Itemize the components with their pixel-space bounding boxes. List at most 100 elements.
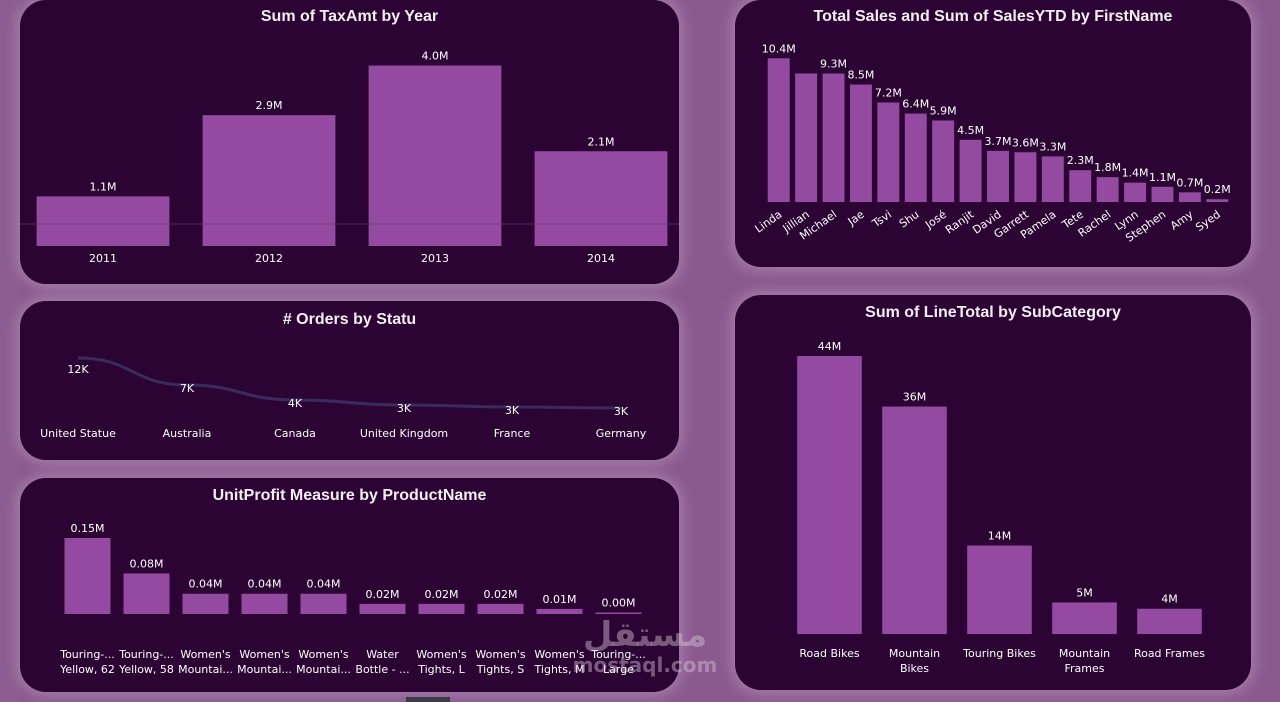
sales-data-label-15: 0.7M [1176,176,1203,189]
unitprofit-tick-label-5-0: Water [366,648,399,661]
sales-tick-label-7: Ranjit [943,207,977,236]
unitprofit-title: UnitProfit Measure by ProductName [212,487,487,504]
sales-bar-5 [904,113,927,202]
orders-data-label-2: 4K [288,397,303,410]
unitprofit-tick-label-0-0: Touring-... [59,648,115,661]
sales-data-label-3: 8.5M [847,69,874,82]
unitprofit-tick-label-3-1: Mountai... [237,663,292,676]
sales-tick-label-4: Tsvi [869,208,894,231]
sales-data-label-5: 6.4M [902,98,929,111]
linetotal-tick-label-2-0: Touring Bikes [962,647,1036,660]
taxamt-data-label-0: 1.1M [90,180,117,193]
linetotal-bar-3 [1052,602,1117,634]
taxamt-card[interactable]: Sum of TaxAmt by Year 1.1M 2011 2.9M 2012 4.… [20,0,679,284]
taxamt-chart: 1.1M 2011 2.9M 2012 4.0M 2013 2.1M 2014 [20,50,679,265]
sales-bar-16 [1206,199,1229,202]
orders-data-label-5: 3K [614,405,629,418]
orders-tick-label-0: United Statue [40,427,116,440]
unitprofit-data-label-0: 0.15M [71,522,105,535]
sales-card[interactable]: Total Sales and Sum of SalesYTD by First… [735,0,1251,267]
unitprofit-tick-label-2-0: Women's [180,648,230,661]
unitprofit-bar-9 [595,612,642,614]
sales-bar-7 [959,139,982,202]
unitprofit-data-label-5: 0.02M [366,588,400,601]
orders-tick-label-2: Canada [274,427,316,440]
sales-bar-0 [767,58,790,202]
sales-data-label-12: 1.8M [1094,161,1121,174]
orders-tick-label-5: Germany [596,427,647,440]
watermark-arabic: مستقل [582,615,708,655]
unitprofit-bar-1 [123,573,170,614]
unitprofit-bar-6 [418,603,465,614]
orders-card[interactable]: # Orders by Statu 12K United Statue 7K Aust… [20,301,679,460]
page-tab-indicator[interactable] [406,697,450,702]
unitprofit-data-label-3: 0.04M [248,578,282,591]
taxamt-title: Sum of TaxAmt by Year [260,8,439,25]
sales-chart: 10.4MLindaJillian9.3MMichael8.5MJae7.2MT… [752,42,1230,244]
unitprofit-tick-label-4-1: Mountai... [296,663,351,676]
taxamt-bar-2 [368,65,502,246]
sales-data-label-6: 5.9M [930,104,957,117]
linetotal-data-label-0: 44M [818,340,842,353]
sales-data-label-7: 4.5M [957,124,984,137]
sales-data-label-11: 2.3M [1067,154,1094,167]
sales-bar-10 [1041,156,1064,202]
taxamt-data-label-3: 2.1M [588,135,615,148]
orders-tick-label-4: France [494,427,531,440]
sales-bar-9 [1014,152,1037,202]
sales-data-label-0: 10.4M [762,42,796,55]
sales-data-label-2: 9.3M [820,57,847,70]
unitprofit-bar-8 [536,608,583,614]
unitprofit-tick-label-4-0: Women's [298,648,348,661]
sales-bar-3 [849,84,872,202]
orders-data-label-3: 3K [397,402,412,415]
sales-bar-13 [1124,182,1147,202]
sales-title: Total Sales and Sum of SalesYTD by First… [813,8,1173,25]
linetotal-card[interactable]: Sum of LineTotal by SubCategory 44M Road … [735,295,1251,690]
unitprofit-bar-0 [64,538,111,614]
sales-tick-label-5: Shu [897,208,922,231]
taxamt-tick-label-0: 2011 [89,252,117,265]
linetotal-chart: 44M Road Bikes 36M Mountain Bikes 14M Touring … [797,340,1205,675]
sales-data-label-9: 3.6M [1012,136,1039,149]
linetotal-tick-label-4-0: Road Frames [1134,647,1205,660]
unitprofit-data-label-2: 0.04M [189,578,223,591]
unitprofit-card[interactable]: UnitProfit Measure by ProductName 0.15M T… [20,478,679,692]
taxamt-bar-1 [202,115,336,247]
orders-chart: 12K United Statue 7K Australia 4K Canada 3K Uni… [40,356,647,440]
unitprofit-tick-label-8-1: Tights, M [534,663,585,676]
unitprofit-tick-label-6-1: Tights, L [417,663,465,676]
sales-bar-4 [877,102,900,202]
taxamt-tick-label-3: 2014 [587,252,615,265]
unitprofit-tick-label-5-1: Bottle - ... [355,663,409,676]
unitprofit-tick-label-2-1: Mountai... [178,663,233,676]
unitprofit-tick-label-9-0: Touring-... [590,648,646,661]
taxamt-tick-label-2: 2013 [421,252,449,265]
unitprofit-bar-7 [477,603,524,614]
orders-data-label-1: 7K [180,382,195,395]
linetotal-tick-label-1-0: Mountain [889,647,940,660]
linetotal-bar-0 [797,356,862,634]
unitprofit-tick-label-7-1: Tights, S [476,663,524,676]
sales-bar-11 [1069,170,1092,202]
taxamt-data-label-1: 2.9M [256,99,283,112]
sales-bar-8 [987,150,1009,202]
linetotal-tick-label-3-0: Mountain [1059,647,1110,660]
orders-data-label-0: 12K [67,363,89,376]
linetotal-data-label-1: 36M [903,391,927,404]
linetotal-bar-1 [882,406,947,634]
sales-data-label-14: 1.1M [1149,171,1176,184]
unitprofit-tick-label-3-0: Women's [239,648,289,661]
linetotal-bar-4 [1137,608,1202,634]
taxamt-tick-label-1: 2012 [255,252,283,265]
unitprofit-data-label-9: 0.00M [602,597,636,610]
sales-tick-label-0: Linda [752,208,784,236]
unitprofit-tick-label-0-1: Yellow, 62 [59,663,115,676]
unitprofit-bar-3 [241,593,288,614]
taxamt-data-label-2: 4.0M [422,50,449,63]
unitprofit-data-label-1: 0.08M [130,557,164,570]
unitprofit-tick-label-8-0: Women's [534,648,584,661]
unitprofit-data-label-4: 0.04M [307,578,341,591]
unitprofit-tick-label-9-1: Large [603,663,634,676]
sales-bar-15 [1178,192,1201,202]
